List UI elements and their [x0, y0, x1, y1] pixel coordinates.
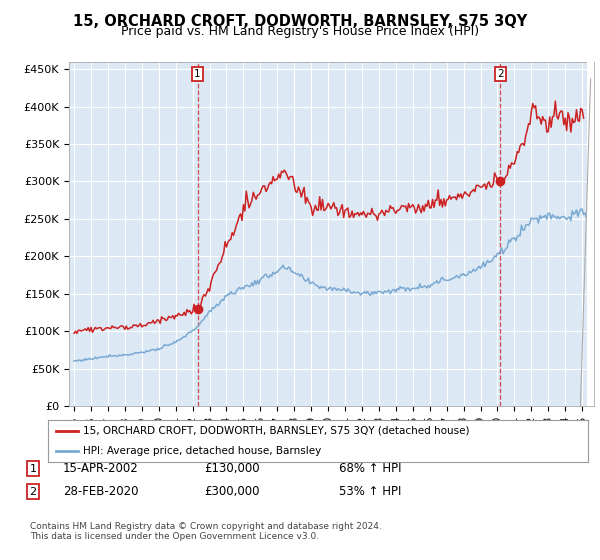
- Text: 53% ↑ HPI: 53% ↑ HPI: [339, 485, 401, 498]
- Text: 1: 1: [194, 69, 201, 79]
- Text: £130,000: £130,000: [204, 462, 260, 475]
- Text: Price paid vs. HM Land Registry's House Price Index (HPI): Price paid vs. HM Land Registry's House …: [121, 25, 479, 38]
- Text: 15-APR-2002: 15-APR-2002: [63, 462, 139, 475]
- Text: 15, ORCHARD CROFT, DODWORTH, BARNSLEY, S75 3QY (detached house): 15, ORCHARD CROFT, DODWORTH, BARNSLEY, S…: [83, 426, 470, 436]
- Text: Contains HM Land Registry data © Crown copyright and database right 2024.
This d: Contains HM Land Registry data © Crown c…: [30, 522, 382, 542]
- Text: 2: 2: [29, 487, 37, 497]
- Text: 1: 1: [29, 464, 37, 474]
- Text: 15, ORCHARD CROFT, DODWORTH, BARNSLEY, S75 3QY: 15, ORCHARD CROFT, DODWORTH, BARNSLEY, S…: [73, 14, 527, 29]
- Text: 2: 2: [497, 69, 503, 79]
- Text: HPI: Average price, detached house, Barnsley: HPI: Average price, detached house, Barn…: [83, 446, 322, 456]
- Polygon shape: [587, 62, 594, 406]
- Text: £300,000: £300,000: [204, 485, 260, 498]
- Text: 68% ↑ HPI: 68% ↑ HPI: [339, 462, 401, 475]
- Text: 28-FEB-2020: 28-FEB-2020: [63, 485, 139, 498]
